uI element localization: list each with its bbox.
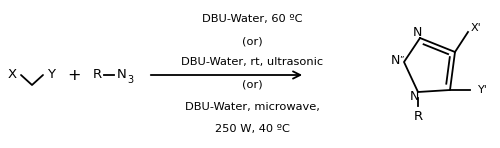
- Text: R: R: [92, 69, 102, 82]
- Text: Y: Y: [47, 69, 55, 82]
- Text: N: N: [412, 25, 422, 38]
- Text: N: N: [390, 53, 400, 66]
- Text: X': X': [470, 23, 482, 33]
- Text: DBU-Water, rt, ultrasonic: DBU-Water, rt, ultrasonic: [182, 57, 324, 67]
- Text: ’’: ’’: [399, 56, 405, 65]
- Text: 250 W, 40 ºC: 250 W, 40 ºC: [215, 124, 290, 134]
- Text: +: +: [67, 67, 81, 82]
- Text: X: X: [8, 69, 16, 82]
- Text: Y': Y': [478, 85, 488, 95]
- Text: R: R: [414, 111, 422, 123]
- Text: DBU-Water, 60 ºC: DBU-Water, 60 ºC: [202, 14, 303, 24]
- Text: (or): (or): [242, 36, 263, 46]
- Text: N: N: [117, 69, 127, 82]
- Text: DBU-Water, microwave,: DBU-Water, microwave,: [185, 102, 320, 112]
- Text: 3: 3: [127, 75, 133, 85]
- Text: (or): (or): [242, 79, 263, 89]
- Text: N: N: [410, 90, 418, 103]
